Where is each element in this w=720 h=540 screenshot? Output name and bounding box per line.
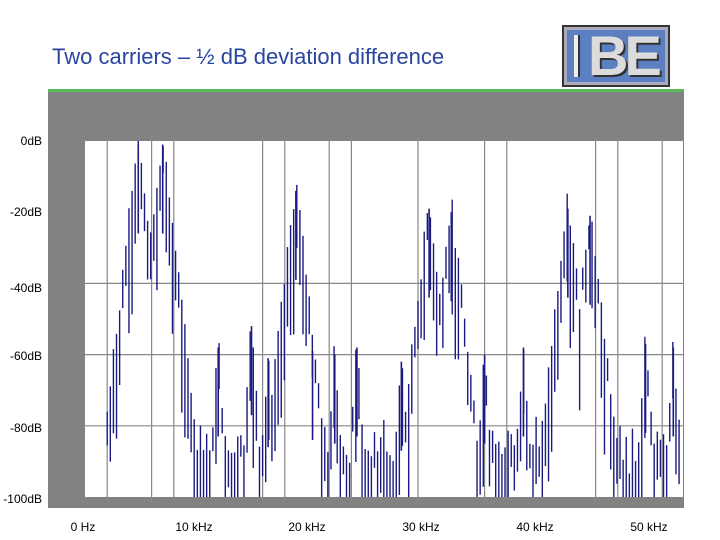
be-logo: BE xyxy=(562,24,670,87)
x-tick-label: 20 kHz xyxy=(288,520,326,534)
y-tick-label: -20dB xyxy=(9,205,42,219)
logo-text: BE xyxy=(588,24,662,87)
y-tick-label: -80dB xyxy=(9,421,42,435)
slide-title: Two carriers – ½ dB deviation difference xyxy=(52,44,445,69)
x-tick-label: 30 kHz xyxy=(402,520,440,534)
y-tick-label: 0dB xyxy=(20,134,42,148)
x-tick-label: 10 kHz xyxy=(175,520,213,534)
header-rule xyxy=(48,89,684,92)
y-tick-label: -40dB xyxy=(9,281,42,295)
x-tick-label: 50 kHz xyxy=(630,520,668,534)
x-tick-label: 0 Hz xyxy=(70,520,96,534)
y-tick-label: -100dB xyxy=(3,492,42,506)
x-tick-label: 40 kHz xyxy=(516,520,554,534)
y-tick-label: -60dB xyxy=(9,349,42,363)
